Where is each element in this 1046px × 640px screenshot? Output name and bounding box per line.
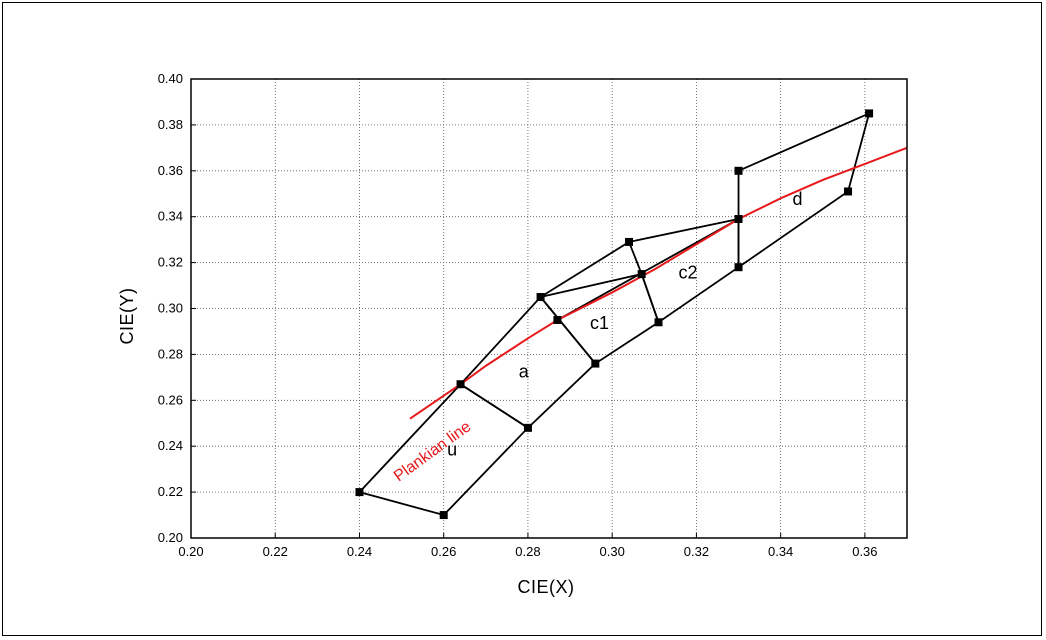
marker-point	[625, 237, 634, 246]
x-tick-label: 0.26	[431, 544, 456, 559]
marker-point	[536, 293, 545, 302]
planckian-curve-group	[409, 146, 908, 420]
y-tick-labels: 0.20 0.22 0.24 0.26 0.28 0.30 0.32 0.34 0.36 0.38…	[158, 71, 183, 545]
y-tick-label: 0.32	[158, 255, 183, 270]
markers	[355, 109, 874, 520]
x-tick-label: 0.24	[347, 544, 372, 559]
x-tick-labels: 0.20 0.22 0.24 0.26 0.28 0.30 0.32 0.34 0.36	[178, 544, 877, 559]
y-tick-label: 0.24	[158, 438, 183, 453]
region-label-c2: c2	[678, 263, 697, 283]
region-boundary-segment	[556, 218, 739, 321]
marker-point	[734, 214, 743, 223]
region-label-c1: c1	[590, 313, 609, 333]
planckian-line-label: Plankian line	[391, 418, 474, 485]
x-axis-title: CIE(X)	[518, 577, 575, 597]
y-tick-label: 0.36	[158, 163, 183, 178]
marker-point	[734, 166, 743, 175]
planckian-line	[409, 146, 908, 420]
marker-point	[654, 318, 663, 327]
marker-point	[523, 423, 532, 432]
x-tick-label: 0.32	[684, 544, 709, 559]
region-label-d: d	[792, 189, 802, 209]
marker-point	[591, 359, 600, 368]
marker-point	[734, 263, 743, 272]
marker-point	[553, 315, 562, 324]
y-tick-label: 0.26	[158, 392, 183, 407]
y-tick-label: 0.30	[158, 301, 183, 316]
region-label-u: u	[447, 439, 457, 459]
marker-point	[865, 109, 874, 118]
y-axis-title: CIE(Y)	[117, 288, 137, 345]
region-label-a: a	[519, 361, 530, 381]
y-tick-label: 0.20	[158, 530, 183, 545]
y-tick-label: 0.22	[158, 484, 183, 499]
x-tick-label: 0.36	[852, 544, 877, 559]
y-tick-label: 0.38	[158, 117, 183, 132]
marker-point	[439, 511, 448, 520]
region-labels: u a c1 c2 d Plankian line	[391, 189, 803, 485]
y-tick-label: 0.34	[158, 209, 183, 224]
region-c2-outline	[628, 217, 740, 324]
marker-point	[637, 270, 646, 279]
marker-point	[355, 488, 364, 497]
y-tick-label: 0.28	[158, 346, 183, 361]
x-tick-label: 0.22	[263, 544, 288, 559]
y-tick-label: 0.40	[158, 71, 183, 86]
marker-point	[456, 380, 465, 389]
x-tick-label: 0.30	[600, 544, 625, 559]
region-boundary-segment	[540, 241, 630, 298]
x-tick-label: 0.20	[178, 544, 203, 559]
marker-point	[844, 187, 853, 196]
x-tick-label: 0.28	[515, 544, 540, 559]
chart-svg: 0.20 0.22 0.24 0.26 0.28 0.30 0.32 0.34 0.36 0.2…	[117, 71, 908, 597]
plot-border	[190, 78, 908, 539]
x-tick-label: 0.34	[768, 544, 793, 559]
